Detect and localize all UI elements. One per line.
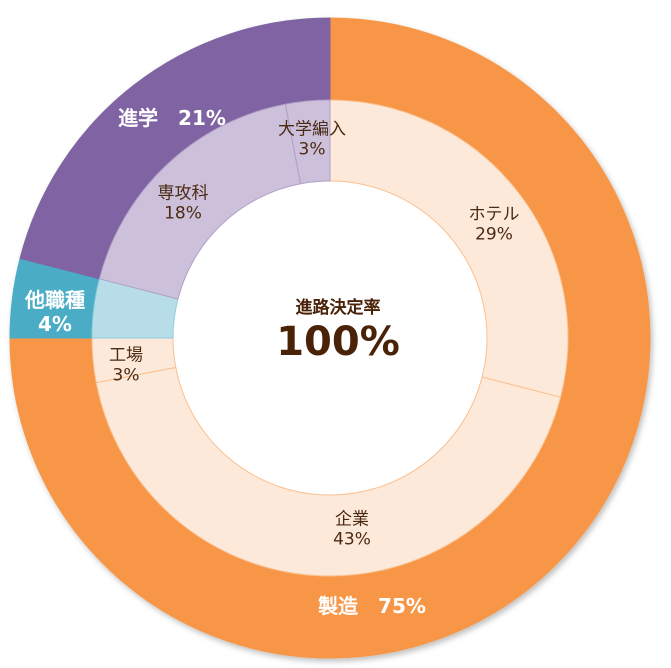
- inner-label-company: 企業 43%: [333, 510, 371, 551]
- center-value: 100%: [276, 319, 400, 366]
- inner-label-advanced-name: 専攻科: [157, 183, 209, 204]
- center-title: 進路決定率: [295, 297, 381, 318]
- inner-label-hotel-pct: 29%: [475, 225, 513, 245]
- inner-label-transfer-pct: 3%: [298, 140, 326, 160]
- inner-label-factory-name: 工場: [109, 345, 143, 366]
- outer-label-other-pct: 4%: [38, 312, 72, 336]
- center-label: 進路決定率 100%: [276, 298, 400, 366]
- inner-label-factory-pct: 3%: [112, 366, 140, 386]
- inner-label-advanced-pct: 18%: [164, 204, 202, 224]
- inner-ring: [91, 99, 569, 577]
- outer-label-study: 進学 21%: [118, 106, 226, 130]
- inner-label-hotel-name: ホテル: [468, 204, 520, 225]
- inner-ring-segment: [284, 99, 331, 185]
- inner-ring-segment: [329, 99, 569, 398]
- outer-label-other: 他職種 4%: [25, 288, 85, 336]
- inner-label-transfer: 大学編入 3%: [278, 120, 346, 161]
- outer-label-other-name: 他職種: [25, 288, 85, 312]
- inner-ring-segment: [95, 366, 562, 577]
- inner-label-company-name: 企業: [334, 509, 369, 530]
- outer-label-manufacturing: 製造 75%: [318, 594, 426, 618]
- inner-label-hotel: ホテル 29%: [469, 205, 520, 246]
- inner-label-company-pct: 43%: [333, 530, 371, 550]
- inner-label-transfer-name: 大学編入: [278, 119, 346, 140]
- inner-label-advanced: 専攻科 18%: [158, 184, 209, 225]
- inner-label-factory: 工場 3%: [109, 346, 143, 387]
